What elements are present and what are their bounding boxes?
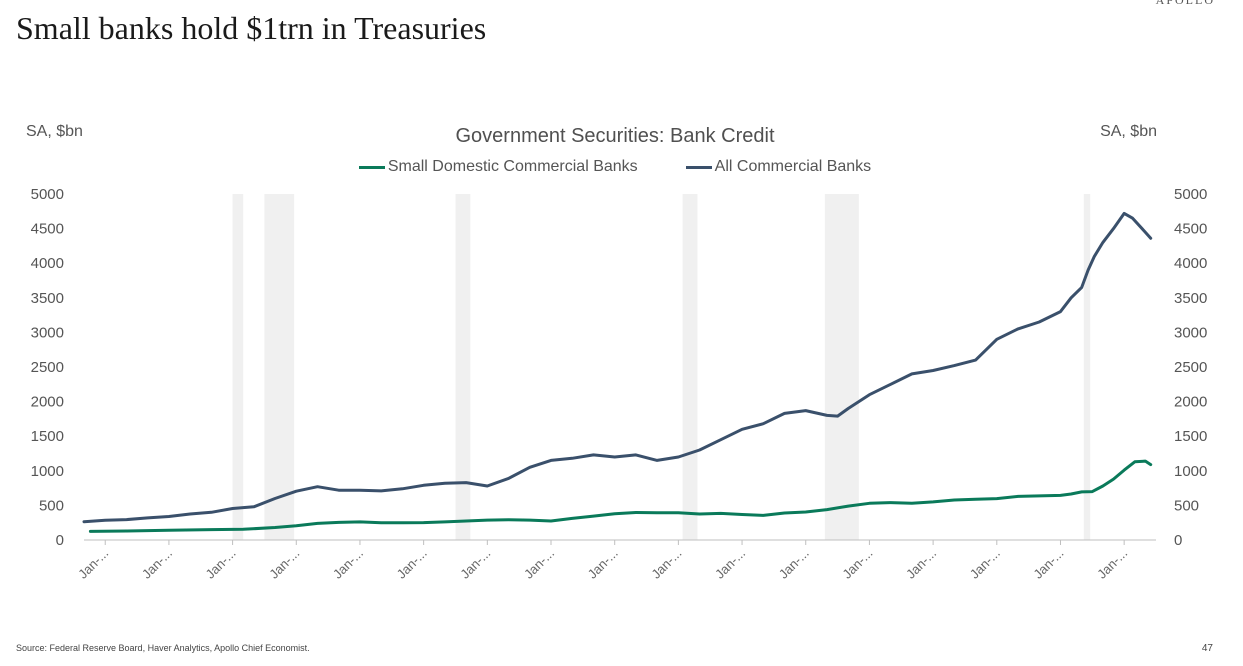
series-line-all-banks: [82, 211, 1153, 524]
x-tick-label-10: Jan-...: [712, 546, 748, 582]
y-tick-right-0: 0: [1174, 532, 1182, 549]
slide-title: Small banks hold $1trn in Treasuries: [16, 10, 487, 46]
x-tick-label-11: Jan-...: [776, 546, 812, 582]
legend-label-all-banks: All Commercial Banks: [714, 158, 872, 175]
series-line-small-banks: [88, 459, 1153, 533]
y-tick-right-1500: 1500: [1174, 428, 1207, 445]
x-tick-label-14: Jan-...: [967, 546, 1003, 582]
y-tick-right-2000: 2000: [1174, 394, 1207, 411]
x-tick-label-16: Jan-...: [1094, 546, 1130, 582]
x-tick-label-3: Jan-...: [266, 546, 302, 582]
y-tick-left-1500: 1500: [31, 428, 64, 445]
y-tick-left-3500: 3500: [31, 290, 64, 307]
y-tick-right-500: 500: [1174, 497, 1199, 514]
right-axis-unit: SA, $bn: [1100, 123, 1157, 140]
y-tick-left-3000: 3000: [31, 324, 64, 341]
y-tick-right-2500: 2500: [1174, 359, 1207, 376]
chart-title: Government Securities: Bank Credit: [455, 125, 775, 147]
recession-band-4: [824, 194, 859, 540]
legend-label-small-banks: Small Domestic Commercial Banks: [387, 158, 638, 175]
legend-swatch-small-banks: [358, 165, 385, 169]
y-tick-left-2000: 2000: [31, 394, 64, 411]
x-tick-label-13: Jan-...: [903, 546, 939, 582]
source-note: Source: Federal Reserve Board, Haver Ana…: [16, 643, 310, 653]
x-tick-label-2: Jan-...: [203, 546, 239, 582]
x-tick-label-1: Jan-...: [139, 546, 175, 582]
legend: Small Domestic Commercial Banks All Comm…: [0, 158, 1230, 176]
legend-swatch-all-banks: [685, 165, 712, 169]
y-tick-left-4500: 4500: [31, 221, 64, 238]
x-tick-label-12: Jan-...: [839, 546, 875, 582]
brand-logo-text: APOLLO: [1155, 0, 1215, 7]
x-tick-label-15: Jan-...: [1030, 546, 1066, 582]
y-tick-right-4000: 4000: [1174, 255, 1207, 272]
legend-item-all-banks: All Commercial Banks: [685, 158, 872, 176]
y-tick-right-4500: 4500: [1174, 221, 1207, 238]
y-tick-left-0: 0: [56, 532, 64, 549]
y-tick-right-5000: 5000: [1174, 186, 1207, 203]
x-tick-label-6: Jan-...: [457, 546, 493, 582]
y-tick-right-3500: 3500: [1174, 290, 1207, 307]
y-tick-left-5000: 5000: [31, 186, 64, 203]
recession-band-5: [1083, 194, 1091, 540]
y-tick-left-2500: 2500: [31, 359, 64, 376]
left-axis-unit: SA, $bn: [26, 123, 83, 140]
recession-band-1: [264, 194, 295, 540]
recession-band-2: [455, 194, 471, 540]
line-chart: 0 0 500 500 1000 1000 1500 1500 2000 2000 2500 2500…: [31, 186, 1208, 582]
x-tick-label-4: Jan-...: [330, 546, 366, 582]
recession-band-0: [232, 194, 244, 540]
y-tick-right-1000: 1000: [1174, 463, 1207, 480]
x-tick-label-5: Jan-...: [394, 546, 430, 582]
legend-item-small-banks: Small Domestic Commercial Banks: [358, 158, 638, 176]
y-tick-right-3000: 3000: [1174, 324, 1207, 341]
y-tick-left-4000: 4000: [31, 255, 64, 272]
x-tick-label-9: Jan-...: [648, 546, 684, 582]
x-tick-label-7: Jan-...: [521, 546, 557, 582]
x-tick-label-0: Jan-...: [75, 546, 111, 582]
x-tick-label-8: Jan-...: [585, 546, 621, 582]
recession-band-3: [682, 194, 698, 540]
y-tick-left-1000: 1000: [31, 463, 64, 480]
page-number: 47: [1201, 643, 1213, 654]
y-tick-left-500: 500: [39, 497, 64, 514]
